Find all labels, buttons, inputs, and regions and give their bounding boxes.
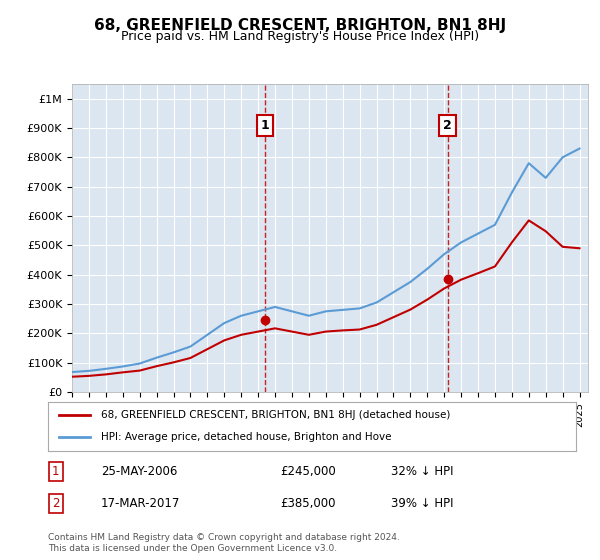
Text: 2: 2	[443, 119, 452, 132]
Text: 32% ↓ HPI: 32% ↓ HPI	[391, 465, 454, 478]
Text: 68, GREENFIELD CRESCENT, BRIGHTON, BN1 8HJ (detached house): 68, GREENFIELD CRESCENT, BRIGHTON, BN1 8…	[101, 410, 450, 420]
Text: Contains HM Land Registry data © Crown copyright and database right 2024.
This d: Contains HM Land Registry data © Crown c…	[48, 533, 400, 553]
Text: HPI: Average price, detached house, Brighton and Hove: HPI: Average price, detached house, Brig…	[101, 432, 391, 442]
Text: 25-MAY-2006: 25-MAY-2006	[101, 465, 177, 478]
Text: 1: 1	[260, 119, 269, 132]
Text: 17-MAR-2017: 17-MAR-2017	[101, 497, 180, 510]
Text: £245,000: £245,000	[280, 465, 336, 478]
Text: 68, GREENFIELD CRESCENT, BRIGHTON, BN1 8HJ: 68, GREENFIELD CRESCENT, BRIGHTON, BN1 8…	[94, 18, 506, 33]
Text: 1: 1	[52, 465, 59, 478]
Text: 39% ↓ HPI: 39% ↓ HPI	[391, 497, 454, 510]
Text: 2: 2	[52, 497, 59, 510]
Text: £385,000: £385,000	[280, 497, 336, 510]
Text: Price paid vs. HM Land Registry's House Price Index (HPI): Price paid vs. HM Land Registry's House …	[121, 30, 479, 43]
